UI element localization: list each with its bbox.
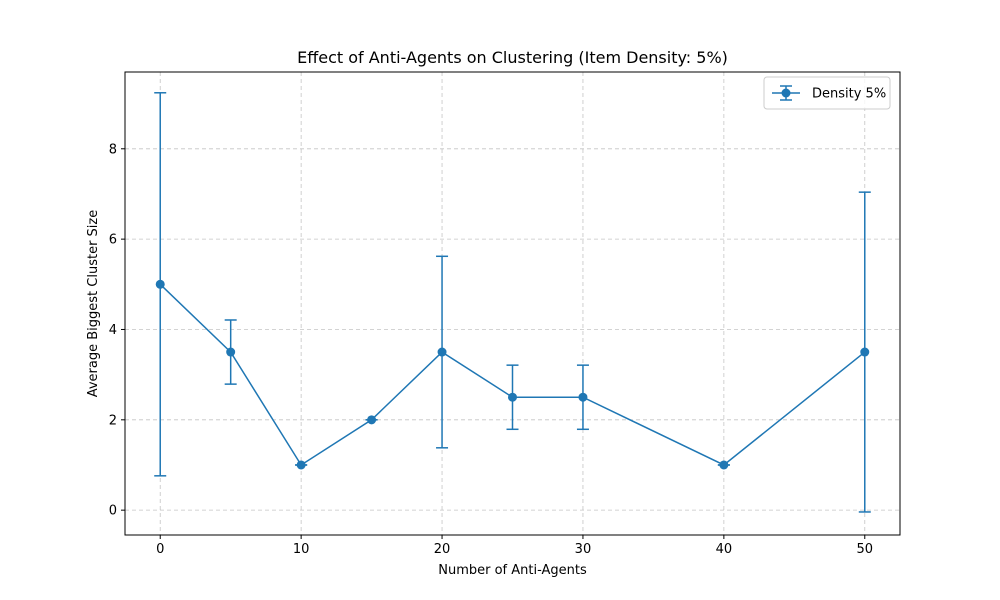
y-tick-label: 8 xyxy=(109,142,117,157)
data-point xyxy=(437,347,447,357)
data-point xyxy=(296,460,306,470)
y-tick-label: 4 xyxy=(109,323,117,338)
legend-box xyxy=(763,76,891,110)
x-tick-label: 20 xyxy=(434,542,451,557)
y-tick-label: 6 xyxy=(109,233,117,248)
y-axis-title: Average Biggest Cluster Size xyxy=(86,210,101,398)
data-point xyxy=(860,347,870,357)
data-point xyxy=(155,279,165,289)
x-tick-label: 40 xyxy=(716,542,733,557)
data-point xyxy=(226,347,236,357)
series-layer xyxy=(154,92,871,513)
legend-point xyxy=(781,88,791,98)
legend-marker xyxy=(772,85,800,101)
x-axis-title: Number of Anti-Agents xyxy=(438,563,587,578)
plot-frame xyxy=(124,71,901,536)
chart-title: Effect of Anti-Agents on Clustering (Ite… xyxy=(297,48,728,67)
x-tick-label: 30 xyxy=(575,542,592,557)
legend: Density 5% xyxy=(763,76,891,110)
y-tick-label: 2 xyxy=(109,413,117,428)
data-point xyxy=(367,415,377,425)
x-tick-label: 50 xyxy=(856,542,873,557)
data-point xyxy=(508,392,517,402)
x-tick-label: 10 xyxy=(293,542,310,557)
x-tick-label: 0 xyxy=(156,542,164,557)
axis-ticks: 0 10 20 30 40 50 0 2 4 6 8 xyxy=(109,142,873,557)
legend-label: Density 5% xyxy=(812,87,886,102)
data-point xyxy=(719,460,729,470)
data-point xyxy=(578,392,588,402)
y-tick-label: 0 xyxy=(109,504,117,519)
